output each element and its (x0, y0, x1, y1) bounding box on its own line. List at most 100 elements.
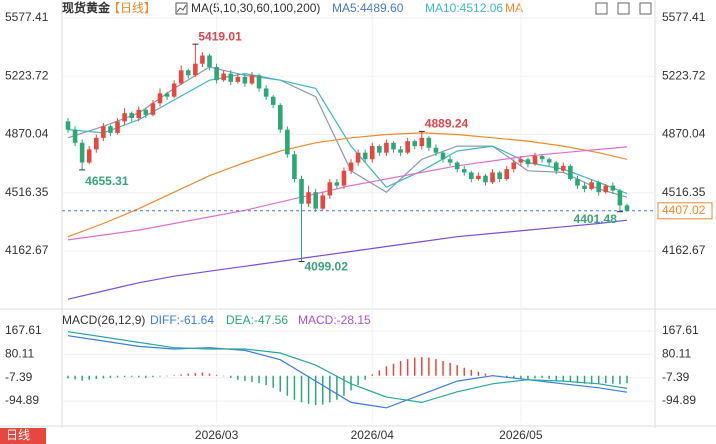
candle-body (263, 88, 269, 97)
candle-body (207, 55, 212, 68)
candle-body (348, 162, 354, 171)
candle-body (193, 63, 198, 76)
candle-body (164, 93, 170, 97)
candle-body (539, 155, 545, 160)
candle-body (65, 121, 71, 130)
y-tick-label: 5577.41 (5, 10, 49, 24)
tool-icon[interactable] (639, 2, 652, 15)
period-badge-text: 日线 (6, 428, 30, 442)
candle-body (242, 76, 248, 84)
candle-body (532, 155, 538, 165)
candle-body (384, 142, 389, 153)
y-tick-label-right: -94.89 (662, 393, 696, 407)
y-tick-label: 80.11 (5, 347, 34, 361)
candle-body (518, 159, 524, 163)
period-label[interactable]: 【日线】 (108, 1, 156, 15)
candle-body (568, 165, 573, 180)
extreme-label: 4099.02 (305, 260, 349, 274)
candle-body (617, 190, 623, 206)
candle-body (582, 185, 587, 189)
candle-body (72, 129, 78, 143)
candle-body (454, 162, 460, 170)
y-tick-label-right: 4516.35 (662, 185, 706, 199)
x-tick-label: 2026/03 (195, 428, 239, 442)
macd-legend: MACD:-28.15 (298, 313, 371, 327)
candle-body (341, 170, 347, 186)
candle-body (320, 195, 326, 209)
candle-body (391, 142, 396, 150)
candle-body (433, 147, 439, 153)
candle-body (440, 152, 446, 160)
indicator-line (67, 219, 628, 300)
indicator-line (67, 146, 628, 241)
y-tick-label-right: 5577.41 (662, 10, 706, 24)
tool-icon[interactable] (617, 2, 630, 15)
candle-body (490, 172, 495, 183)
candle-body (461, 169, 467, 173)
current-price-label: 4407.02 (662, 203, 706, 217)
candle-body (292, 154, 297, 180)
extreme-label: 4655.31 (85, 174, 129, 188)
candle-body (277, 104, 283, 130)
candle-body (589, 182, 594, 189)
candle-body (150, 103, 156, 115)
indicator-line (67, 335, 628, 409)
candle-body (553, 162, 559, 171)
y-tick-label-right: 5223.72 (662, 68, 706, 82)
candle-body (86, 149, 92, 163)
y-tick-label-right: -7.39 (662, 370, 690, 384)
candle-body (426, 137, 432, 148)
candle-body (447, 159, 453, 163)
candle-body (285, 129, 290, 155)
y-tick-label: 167.61 (5, 323, 42, 337)
dea-legend: DEA:-47.56 (226, 313, 288, 327)
candle-body (511, 162, 517, 170)
candle-body (334, 182, 340, 186)
candle-body (256, 75, 262, 89)
candle-body (171, 83, 177, 97)
candle-body (497, 172, 502, 180)
y-tick-label: -7.39 (5, 370, 33, 384)
extreme-label: 4889.24 (425, 117, 469, 131)
candle-body (327, 182, 333, 196)
candle-body (178, 70, 184, 84)
tool-icon[interactable] (595, 2, 608, 15)
candle-body (419, 137, 425, 147)
ma-icon[interactable] (175, 2, 188, 15)
candle-body (405, 141, 410, 153)
x-tick-label: 2026/05 (499, 428, 543, 442)
ma5-legend: MA5:4489.60 (332, 1, 404, 15)
candle-body (185, 70, 191, 76)
candle-body (122, 113, 127, 122)
y-tick-label: 4516.35 (5, 185, 49, 199)
candle-body (412, 141, 418, 147)
x-tick-label: 2026/04 (351, 428, 395, 442)
candle-body (362, 152, 368, 160)
y-tick-label-right: 4870.04 (662, 127, 706, 141)
period-badge[interactable] (0, 428, 46, 444)
y-tick-label: -94.89 (5, 393, 39, 407)
candle-body (469, 172, 474, 180)
candle-body (270, 96, 276, 105)
indicator-line (67, 72, 628, 195)
extreme-label: 5419.01 (198, 29, 242, 43)
candle-body (115, 121, 120, 133)
candle-body (235, 76, 241, 82)
candle-body (624, 205, 630, 211)
candle-body (483, 175, 488, 183)
y-tick-label-right: 80.11 (662, 347, 691, 361)
y-tick-label: 4870.04 (5, 127, 49, 141)
candle-body (101, 126, 106, 138)
candle-body (575, 179, 580, 186)
y-tick-label: 5223.72 (5, 68, 49, 82)
y-tick-label-right: 4162.67 (662, 243, 706, 257)
candle-body (214, 67, 219, 81)
instrument-title: 现货黄金 (62, 0, 111, 15)
candle-body (546, 159, 552, 163)
y-tick-label-right: 167.61 (662, 323, 699, 337)
diff-legend: DIFF:-61.64 (150, 313, 214, 327)
current-price-box (657, 202, 713, 220)
candle-body (603, 185, 609, 193)
indicator-line (67, 132, 628, 238)
